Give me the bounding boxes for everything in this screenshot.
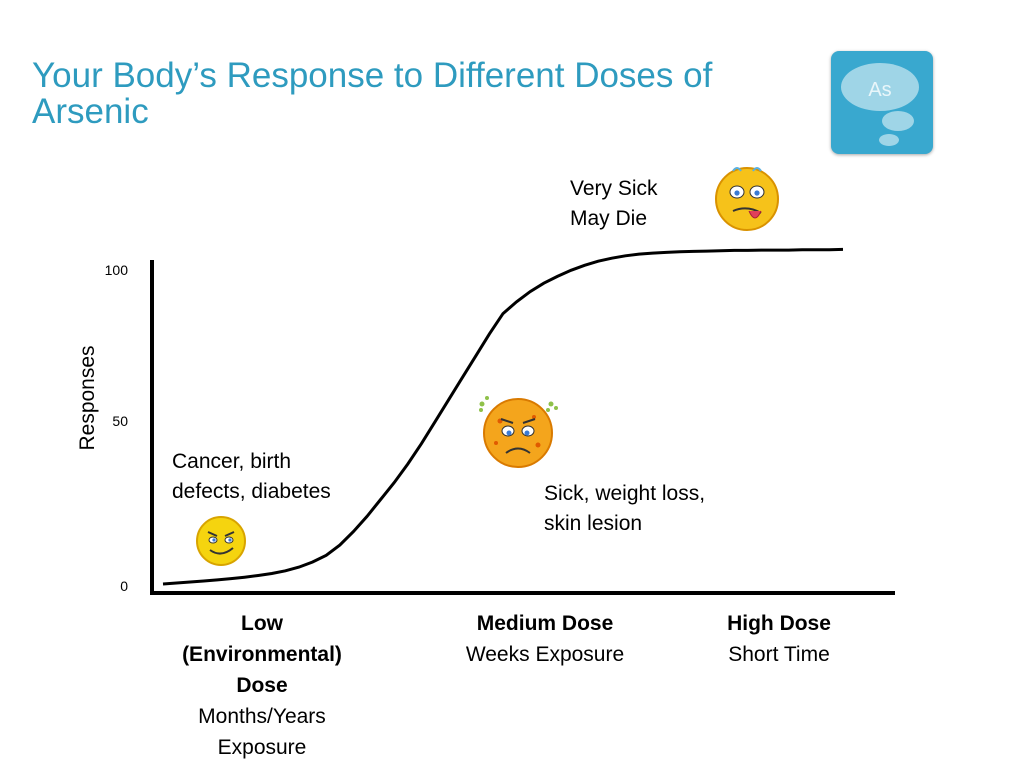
category-sub-line: Weeks Exposure [465, 643, 625, 666]
y-tick-label: 50 [112, 413, 128, 429]
thought-bubble-icon [841, 63, 919, 146]
annotation-low: Cancer, birth defects, diabetes [172, 447, 331, 507]
smug-smiley-icon [196, 516, 246, 566]
dose-response-curve [162, 247, 844, 586]
annotation-line: Sick, weight loss, [544, 482, 706, 505]
category-sub-line: Short Time [728, 643, 830, 666]
x-category-high: High Dose Short Time [690, 608, 868, 670]
category-title-line: Medium Dose [476, 612, 614, 635]
annotation-line: Very Sick [570, 177, 658, 200]
category-title-line: Dose [236, 674, 288, 697]
category-title-line: (Environmental) [182, 643, 342, 666]
stink-lines-icon [479, 396, 558, 412]
y-tick-label: 0 [120, 578, 128, 594]
annotation-line: skin lesion [544, 512, 643, 535]
x-category-medium: Medium Dose Weeks Exposure [430, 608, 660, 670]
annotation-line: Cancer, birth [172, 450, 292, 473]
dizzy-face-icon [715, 167, 779, 231]
arsenic-logo-tile [831, 51, 933, 154]
annotation-line: May Die [570, 207, 648, 230]
annotation-line: defects, diabetes [172, 480, 331, 503]
y-axis-label: Responses [76, 345, 99, 451]
logo-text: As [868, 79, 892, 101]
category-sub-line: Months/Years [198, 705, 326, 728]
annotation-medium: Sick, weight loss, skin lesion [544, 479, 705, 539]
sick-face-icon [483, 398, 553, 468]
x-category-low: Low (Environmental) Dose Months/Years Ex… [152, 608, 372, 763]
category-sub-line: Exposure [217, 736, 307, 759]
category-title-line: High Dose [727, 612, 831, 635]
annotation-high: Very Sick May Die [570, 174, 658, 234]
page-title: Your Body’s Response to Different Doses … [32, 56, 713, 131]
category-title-line: Low [241, 612, 283, 635]
y-tick-label: 100 [104, 262, 128, 278]
